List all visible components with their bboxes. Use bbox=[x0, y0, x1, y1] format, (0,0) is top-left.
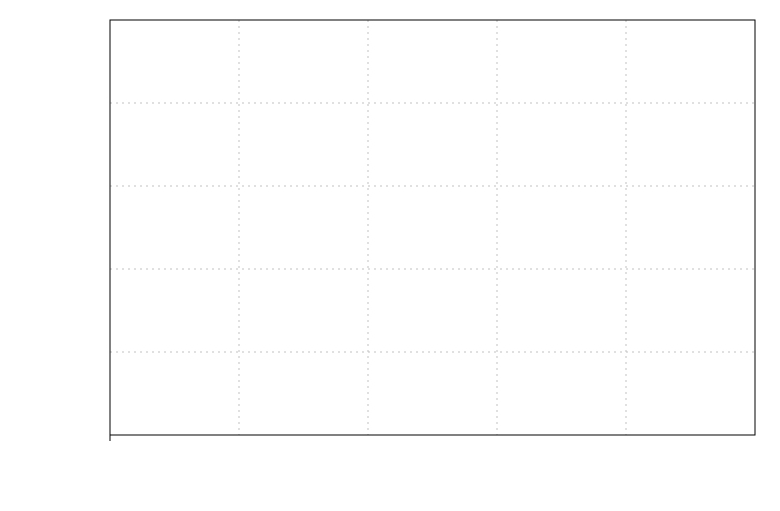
chart-svg bbox=[0, 0, 780, 511]
scatter-chart bbox=[0, 0, 780, 511]
